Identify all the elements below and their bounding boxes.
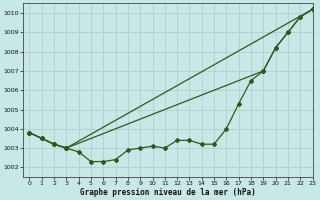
X-axis label: Graphe pression niveau de la mer (hPa): Graphe pression niveau de la mer (hPa) [80,188,256,197]
